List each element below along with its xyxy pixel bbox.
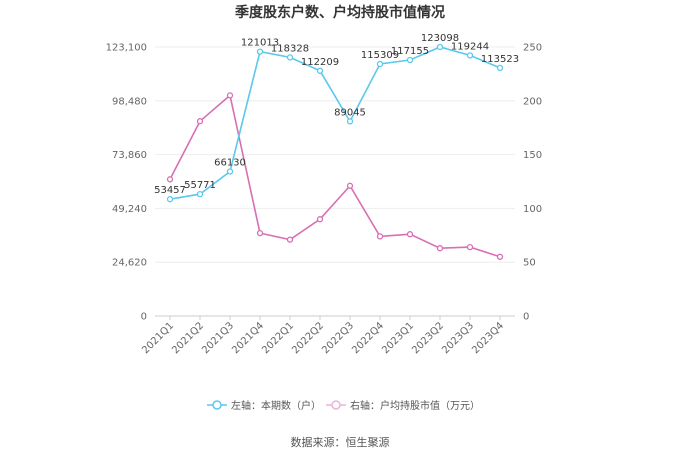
x-tick-label: 2022Q3 <box>320 320 356 356</box>
x-tick-label: 2021Q1 <box>140 320 176 356</box>
left-axis: 0 24,620 49,240 73,860 98,480 123,100 <box>106 43 147 323</box>
grid-lines <box>155 46 515 317</box>
data-label: 115309 <box>361 50 399 61</box>
data-point[interactable] <box>286 54 294 61</box>
data-label: 118328 <box>271 43 309 54</box>
data-point[interactable] <box>226 168 234 175</box>
chart-title: 季度股东户数、户均持股市值情况 <box>234 4 445 21</box>
x-tick-label: 2022Q1 <box>260 320 296 356</box>
right-axis: 0 50 100 150 200 250 <box>523 43 542 323</box>
data-point[interactable] <box>376 233 384 240</box>
x-tick-label: 2023Q4 <box>470 320 506 356</box>
data-point[interactable] <box>256 48 264 55</box>
x-tick-label: 2023Q2 <box>410 320 446 356</box>
legend: 左轴：本期数（户） 右轴：户均持股市值（万元） <box>207 399 480 412</box>
x-tick-label: 2022Q4 <box>350 320 386 356</box>
data-point[interactable] <box>466 243 474 251</box>
left-tick-label: 73,860 <box>112 150 147 161</box>
data-point[interactable] <box>286 236 294 243</box>
data-point[interactable] <box>496 64 504 72</box>
legend-item-left-series[interactable]: 左轴：本期数（户） <box>207 399 321 412</box>
data-point[interactable] <box>256 229 264 237</box>
data-point[interactable] <box>436 43 444 51</box>
right-tick-label: 250 <box>523 43 542 54</box>
data-label: 117155 <box>391 46 429 57</box>
left-tick-label: 49,240 <box>112 204 147 215</box>
data-label: 66130 <box>214 158 246 169</box>
data-point[interactable] <box>436 245 444 252</box>
legend-label-left: 左轴：本期数（户） <box>231 399 321 412</box>
data-point[interactable] <box>496 253 504 260</box>
data-label: 123098 <box>421 33 459 44</box>
data-point[interactable] <box>466 52 474 59</box>
data-point[interactable] <box>166 176 174 183</box>
data-point[interactable] <box>196 190 204 198</box>
x-tick-label: 2021Q3 <box>200 320 236 356</box>
legend-label-right: 右轴：户均持股市值（万元） <box>350 399 480 412</box>
data-point[interactable] <box>316 67 324 74</box>
left-tick-label: 0 <box>141 312 147 323</box>
x-tick-label: 2021Q4 <box>230 320 266 356</box>
series-line <box>169 93 501 258</box>
data-point[interactable] <box>406 231 414 238</box>
data-point[interactable] <box>346 118 354 125</box>
data-label: 55771 <box>184 180 216 191</box>
right-tick-label: 50 <box>523 258 536 269</box>
legend-marker-left <box>212 400 222 410</box>
x-tick-label: 2021Q2 <box>170 320 206 356</box>
data-label: 119244 <box>451 41 489 52</box>
data-point[interactable] <box>406 56 414 64</box>
data-label: 112209 <box>301 57 339 68</box>
data-label: 53457 <box>154 185 186 196</box>
x-tick-label: 2022Q2 <box>290 320 326 356</box>
data-point[interactable] <box>376 60 384 68</box>
source-note: 数据来源：恒生聚源 <box>291 435 390 449</box>
left-tick-label: 98,480 <box>112 96 147 107</box>
left-tick-label: 24,620 <box>112 258 147 269</box>
right-tick-label: 200 <box>523 96 542 107</box>
series-avg-holding-value <box>166 92 504 260</box>
data-point[interactable] <box>226 92 234 99</box>
data-point[interactable] <box>316 216 324 223</box>
data-point[interactable] <box>166 196 174 203</box>
right-tick-label: 150 <box>523 150 542 161</box>
right-tick-label: 100 <box>523 204 542 215</box>
data-point[interactable] <box>196 118 204 125</box>
series-line <box>169 46 501 200</box>
left-tick-label: 123,100 <box>106 43 147 54</box>
data-label: 113523 <box>481 54 519 65</box>
data-point[interactable] <box>346 182 354 189</box>
x-axis: 2021Q12021Q22021Q32021Q42022Q12022Q22022… <box>140 316 506 356</box>
legend-marker-right <box>331 400 341 410</box>
x-tick-label: 2023Q3 <box>440 320 476 356</box>
right-tick-label: 0 <box>523 312 529 323</box>
x-tick-label: 2023Q1 <box>380 320 416 356</box>
data-label: 121013 <box>241 38 279 49</box>
legend-item-right-series[interactable]: 右轴：户均持股市值（万元） <box>326 399 480 412</box>
data-label: 89045 <box>334 107 366 118</box>
